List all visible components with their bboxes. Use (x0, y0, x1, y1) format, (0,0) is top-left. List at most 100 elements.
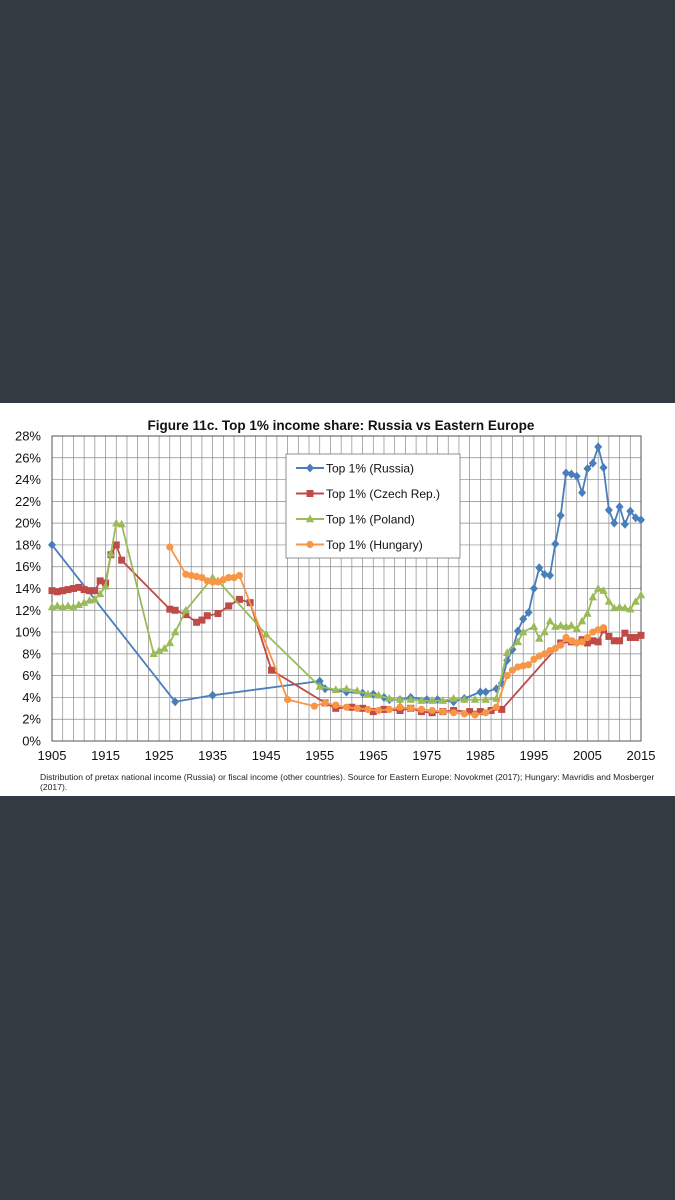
data-point (48, 540, 56, 550)
x-tick-label: 1945 (252, 748, 281, 763)
data-point (545, 570, 554, 580)
data-point (422, 695, 431, 705)
data-point (375, 706, 383, 715)
data-point (353, 704, 361, 712)
y-tick-label: 8% (22, 646, 41, 661)
data-point (225, 602, 233, 610)
data-point (433, 695, 442, 705)
data-point (535, 563, 544, 573)
data-point (427, 696, 437, 704)
data-point (482, 709, 490, 717)
data-point (540, 569, 549, 579)
data-point (599, 624, 608, 632)
data-point (572, 471, 581, 481)
data-point (170, 627, 180, 636)
data-point (519, 627, 528, 636)
data-point (514, 663, 522, 671)
data-point (616, 637, 624, 645)
data-point (626, 634, 634, 642)
data-point (193, 618, 201, 626)
series-group (47, 442, 646, 719)
data-point (48, 587, 56, 595)
data-point (171, 697, 180, 707)
data-point (615, 602, 624, 611)
data-point (621, 629, 629, 637)
data-point (476, 708, 484, 716)
data-point (540, 627, 549, 636)
data-point (481, 695, 490, 703)
data-point (583, 609, 592, 617)
data-point (407, 704, 415, 712)
data-point (562, 468, 571, 478)
data-point (101, 581, 110, 590)
data-point (476, 687, 485, 697)
data-point (637, 631, 645, 639)
data-point (524, 607, 533, 617)
data-point (342, 684, 351, 692)
data-point (198, 616, 206, 624)
y-tick-label: 18% (15, 537, 41, 552)
data-point (513, 637, 523, 646)
data-point (471, 711, 479, 719)
data-point (498, 705, 506, 713)
data-point (261, 629, 271, 638)
y-tick-label: 24% (15, 472, 41, 487)
data-point (353, 686, 362, 695)
data-point (235, 571, 244, 580)
x-tick-label: 2005 (573, 748, 602, 763)
data-point (208, 573, 217, 581)
data-point (85, 587, 93, 595)
data-point (166, 605, 174, 613)
data-point (112, 541, 120, 549)
legend-label: Top 1% (Poland) (326, 513, 415, 527)
y-tick-label: 2% (22, 712, 41, 727)
data-point (610, 518, 619, 528)
data-point (160, 643, 169, 652)
data-point (69, 602, 78, 611)
data-point (90, 594, 100, 603)
data-point (187, 571, 195, 580)
data-point (396, 703, 404, 711)
data-point (321, 699, 329, 707)
data-point (529, 622, 539, 630)
data-point (69, 585, 77, 592)
data-point (96, 577, 104, 585)
legend-label: Top 1% (Czech Rep.) (326, 487, 440, 501)
data-point (583, 464, 592, 474)
data-point (209, 578, 217, 586)
data-point (171, 606, 179, 614)
data-point (438, 696, 448, 704)
data-point (417, 705, 426, 714)
data-point (470, 695, 480, 703)
x-tick-label: 2015 (627, 748, 656, 763)
legend-swatch-marker (306, 540, 314, 549)
series-line (51, 522, 642, 702)
data-point (149, 649, 158, 658)
data-point (583, 633, 592, 642)
data-point (562, 633, 570, 642)
data-point (636, 590, 646, 599)
data-point (503, 672, 511, 680)
data-point (117, 519, 126, 528)
data-point (535, 634, 544, 642)
data-point (192, 572, 201, 581)
x-tick-label: 1905 (38, 748, 67, 763)
data-point (502, 648, 512, 656)
data-point (369, 708, 377, 716)
data-point (588, 592, 598, 601)
data-point (594, 442, 603, 452)
data-point (626, 604, 635, 613)
data-point (181, 605, 191, 614)
data-point (182, 570, 190, 578)
data-point (154, 646, 164, 654)
y-tick-label: 26% (15, 450, 41, 465)
data-point (342, 703, 351, 711)
y-tick-label: 10% (15, 625, 41, 640)
data-point (80, 586, 88, 594)
legend-box (285, 453, 461, 559)
data-point (310, 702, 318, 710)
data-point (235, 595, 243, 603)
data-point (59, 587, 67, 595)
data-point (332, 701, 340, 709)
data-point (556, 621, 565, 629)
